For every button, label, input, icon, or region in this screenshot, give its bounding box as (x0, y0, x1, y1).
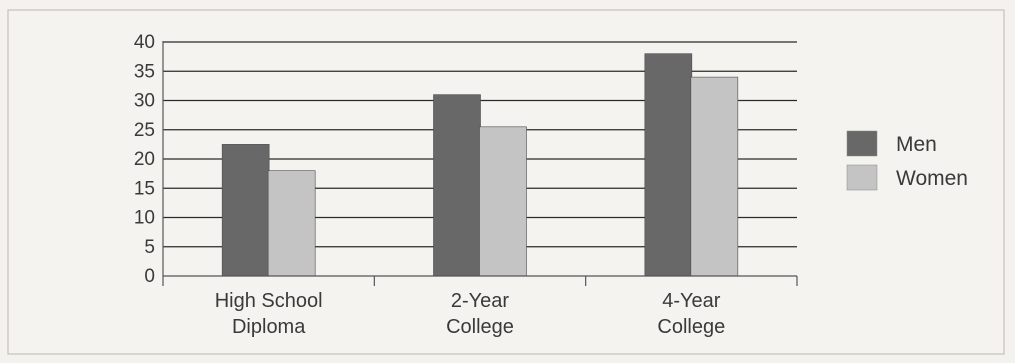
axes (162, 41, 798, 286)
x-tick-label: College (657, 316, 725, 338)
legend-label-women: Women (896, 167, 968, 190)
axis-labels: 0 5 10 15 20 25 30 35 40 High School Diploma 2-Year… (134, 32, 725, 338)
bars (221, 53, 739, 277)
y-tick-label: 15 (134, 178, 155, 199)
y-tick-label: 5 (144, 237, 155, 258)
legend-label-men: Men (896, 133, 937, 156)
bar-men-2 (433, 94, 481, 277)
bar-women-3 (690, 76, 739, 277)
bar-men-1 (221, 144, 270, 277)
bar-women-1 (267, 170, 316, 277)
bar-men-3 (644, 53, 693, 277)
x-tick-label: College (446, 316, 514, 338)
x-tick-label: 2-Year (451, 290, 510, 312)
y-tick-label: 30 (134, 91, 155, 112)
x-tick-label: Diploma (232, 316, 306, 338)
y-tick-label: 25 (134, 120, 155, 141)
legend: Men Women (846, 130, 968, 191)
y-tick-label: 40 (134, 32, 155, 53)
x-tick-label: 4-Year (662, 290, 721, 312)
legend-swatch-women (846, 164, 878, 191)
y-tick-label: 35 (134, 61, 155, 82)
bar-women-2 (479, 126, 527, 277)
y-tick-label: 0 (144, 266, 155, 287)
y-tick-label: 20 (134, 149, 155, 170)
legend-swatch-men (846, 130, 878, 157)
y-tick-label: 10 (134, 208, 155, 229)
x-tick-label: High School (215, 290, 323, 312)
